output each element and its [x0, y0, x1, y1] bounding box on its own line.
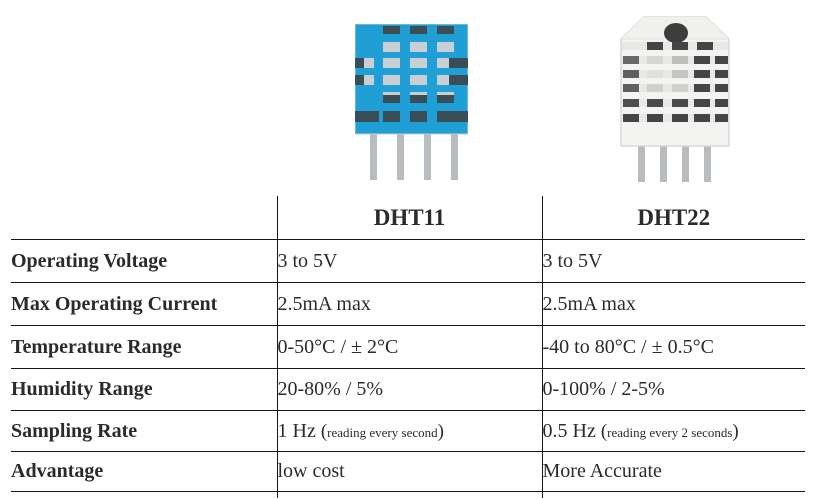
row-label-advantage: Advantage — [11, 451, 277, 492]
cell-advantage-dht22: More Accurate — [541, 451, 805, 492]
paren-open: ( — [320, 420, 328, 442]
cell-voltage-dht22: 3 to 5V — [541, 239, 805, 283]
table-row: Max Operating Current 2.5mA max 2.5mA ma… — [11, 282, 805, 326]
table-stub-row — [11, 491, 805, 498]
table-row: Temperature Range 0-50°C / ± 2°C -40 to … — [11, 325, 805, 369]
cell-sampling-dht22: 0.5 Hz (reading every 2 seconds) — [541, 410, 805, 452]
paren-close: ) — [732, 420, 739, 442]
cell-current-dht11: 2.5mA max — [276, 282, 542, 326]
cell-current-dht22: 2.5mA max — [541, 282, 805, 326]
dht22-sensor-image — [620, 16, 730, 182]
table-row: Advantage low cost More Accurate — [11, 451, 805, 492]
header-dht11: DHT11 — [276, 196, 542, 240]
paren-open: ( — [600, 420, 608, 442]
sampling-value: 1 Hz — [277, 419, 316, 442]
row-label-max-current: Max Operating Current — [11, 282, 277, 326]
sampling-note: reading every second — [327, 424, 438, 440]
cell-voltage-dht11: 3 to 5V — [276, 239, 542, 283]
row-label-operating-voltage: Operating Voltage — [11, 239, 277, 283]
table-row: Operating Voltage 3 to 5V 3 to 5V — [11, 239, 805, 283]
table-row: Humidity Range 20-80% / 5% 0-100% / 2-5% — [11, 368, 805, 411]
row-label-temperature-range: Temperature Range — [11, 325, 277, 369]
row-label-sampling-rate: Sampling Rate — [11, 410, 277, 452]
cell-temperature-dht11: 0-50°C / ± 2°C — [276, 325, 542, 369]
cell-temperature-dht22: -40 to 80°C / ± 0.5°C — [541, 325, 805, 369]
paren-close: ) — [437, 420, 444, 442]
table-row: Sampling Rate 1 Hz (reading every second)… — [11, 410, 805, 452]
sensor-comparison-table: DHT11 DHT22 Operating Voltage 3 to 5V 3 … — [11, 196, 805, 498]
cell-advantage-dht11: low cost — [276, 451, 542, 492]
sampling-value: 0.5 Hz — [542, 419, 596, 442]
sampling-note: reading every 2 seconds — [607, 424, 733, 440]
table-header-row: DHT11 DHT22 — [11, 196, 805, 240]
cell-humidity-dht22: 0-100% / 2-5% — [541, 368, 805, 411]
cell-humidity-dht11: 20-80% / 5% — [276, 368, 542, 411]
header-dht22: DHT22 — [541, 196, 805, 240]
cell-sampling-dht11: 1 Hz (reading every second) — [276, 410, 542, 452]
row-label-humidity-range: Humidity Range — [11, 368, 277, 411]
dht11-sensor-image — [355, 24, 468, 180]
header-spec — [11, 196, 277, 240]
